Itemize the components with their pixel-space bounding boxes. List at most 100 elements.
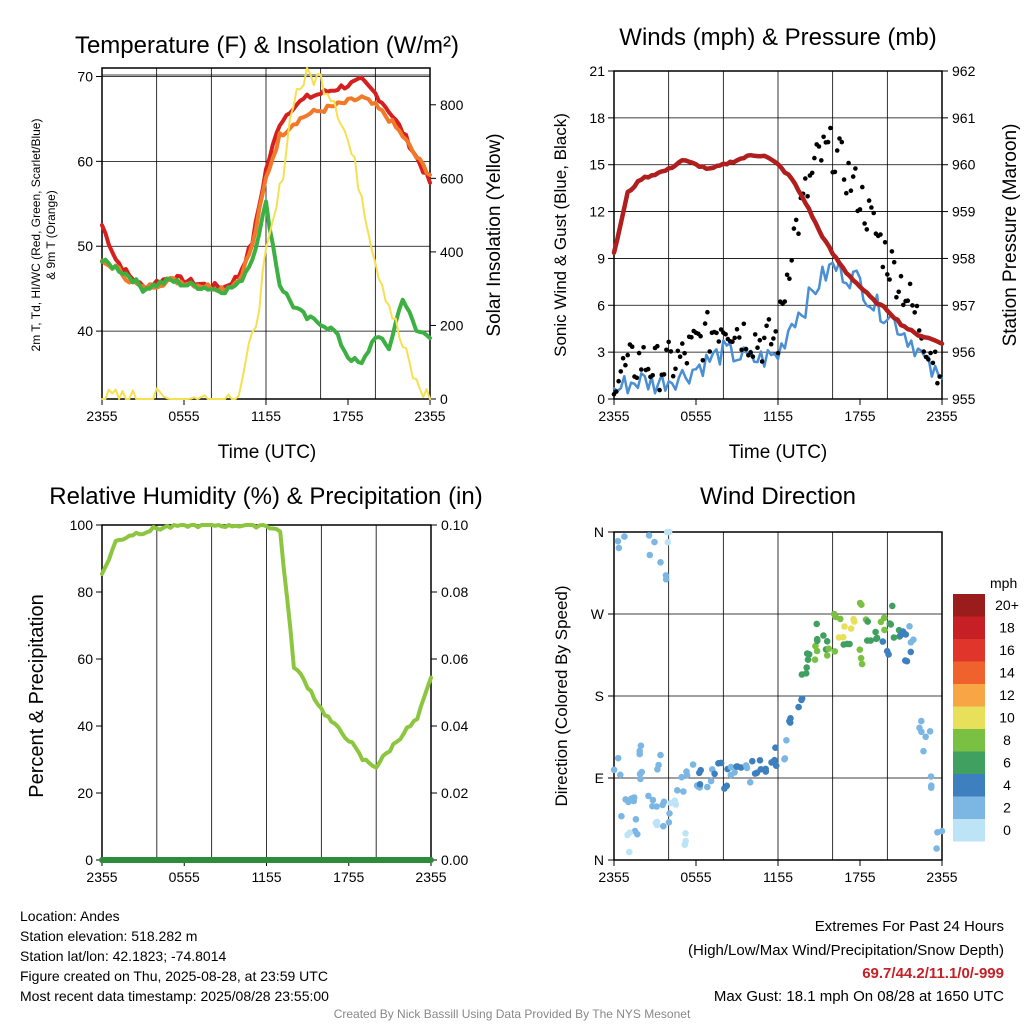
gust-point [887,277,892,282]
legend-swatch [953,639,985,662]
y-left-tick-label: S [595,688,604,704]
legend-label: 20+ [995,597,1019,613]
gust-point [668,349,674,354]
gust-point [878,232,883,237]
direction-point [880,614,888,622]
y-left-tick-label: 50 [77,238,93,254]
series-line-rh [100,523,433,770]
direction-point [927,773,935,780]
temperature-title: Temperature (F) & Insolation (W/m²) [75,32,459,59]
direction-point [683,768,690,775]
direction-point [926,728,934,735]
direction-point [704,783,711,791]
gust-point [937,374,942,379]
gust-point [793,217,799,223]
y-right-tick-label: 960 [952,157,976,173]
direction-point [873,634,881,642]
legend-label: 4 [1003,777,1011,793]
humidity-panel: 2355 0555 1155 1755 23550204060801000.000.02… [70,517,469,885]
legend-label: 10 [999,710,1015,726]
gust-point [907,281,913,287]
y-right-tick-label: 200 [440,317,464,333]
gust-point [839,139,845,145]
x-tick-label: 2355 [86,869,117,885]
direction-point [681,841,689,848]
direction-point [666,810,673,817]
gust-point [928,350,933,356]
direction-point [811,656,819,663]
direction-point [626,848,633,856]
credit-line: Created By Nick Bassill Using Data Provi… [333,1007,691,1021]
gust-point [791,226,797,231]
x-tick-label: 1155 [251,408,281,424]
gust-point [832,169,838,175]
y-left-tick-label: 100 [70,517,94,533]
gust-point [743,346,749,352]
direction-point [783,737,790,744]
gust-point [620,355,626,361]
direction-point [881,626,888,634]
gust-point [871,210,876,216]
direction-point [798,671,806,678]
gust-point [618,369,624,374]
x-tick-label: 2355 [926,408,957,424]
gust-point [775,350,781,356]
y-right-tick-label: 600 [440,170,464,186]
y-left-tick-label: 40 [77,718,93,734]
humidity-title: Relative Humidity (%) & Precipitation (i… [49,483,482,510]
direction-point [617,771,624,779]
y-left-tick-label: 6 [597,297,605,313]
gust-point [910,303,915,308]
gust-point [623,362,628,368]
direction-point [938,827,946,835]
direction-point [823,652,831,659]
gust-point [803,176,808,181]
gust-point [846,160,851,166]
x-tick-label: 1755 [333,869,364,885]
series-line [100,199,432,366]
direction-point [651,538,658,546]
legend-swatch [953,684,985,707]
gust-point [730,339,735,345]
direction-point [772,744,779,751]
direction-point [618,812,625,820]
temperature-panel: 2355 0555 1155 1755 2355 40 50 60 70 0 200 400 600 80… [77,67,464,424]
direction-point [890,634,898,641]
direction-point [906,623,913,630]
direction-point [795,703,802,711]
info-recent: Most recent data timestamp: 2025/08/28 2… [20,988,329,1004]
series-line-pressure [611,152,945,347]
x-tick-label: 0555 [168,408,199,424]
y-left-tick-label: 70 [77,68,93,84]
legend-swatch [953,594,985,617]
direction-point [680,788,687,795]
y-left-tick-label: 80 [77,584,93,600]
x-tick-label: 0555 [680,408,711,424]
legend-label: 14 [999,665,1015,681]
winds-xlabel: Time (UTC) [729,442,828,463]
x-tick-label: 0555 [680,869,711,885]
direction-point [624,831,631,839]
gust-point [787,276,792,282]
legend-label: 18 [999,620,1015,636]
gust-point [866,198,872,203]
legend-swatch [953,661,985,684]
gust-point [752,332,758,337]
gust-point [655,343,660,349]
y-right-tick-label: 956 [952,344,976,360]
legend-label: 6 [1003,755,1011,771]
direction-point [655,761,662,769]
gust-point [702,321,708,326]
gust-point [784,272,790,278]
direction-point [657,559,664,566]
direction-point [771,756,778,764]
gust-point [768,341,774,347]
gust-point [782,299,788,304]
direction-point [665,819,673,826]
direction-point [630,797,637,805]
series-line [101,67,431,400]
direction-point [856,599,864,607]
info-latlon: Station lat/lon: 42.1823; -74.8014 [20,948,227,964]
direction-point [610,766,618,774]
gust-point [675,348,681,354]
